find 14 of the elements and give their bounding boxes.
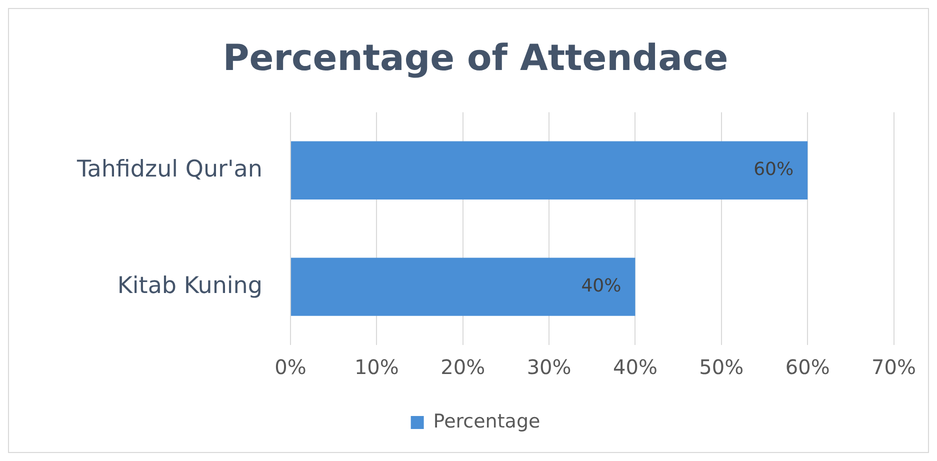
y-tick-label: Kitab Kuning bbox=[117, 272, 262, 299]
x-tick-label: 40% bbox=[612, 355, 658, 380]
x-tick-label: 60% bbox=[785, 355, 830, 380]
x-tick-label: 50% bbox=[699, 355, 744, 380]
chart-title: Percentage of Attendace bbox=[222, 38, 728, 79]
y-tick-label: Tahfidzul Qur'an bbox=[76, 156, 262, 182]
x-tick-label: 10% bbox=[354, 355, 399, 380]
x-tick-label: 30% bbox=[526, 355, 572, 380]
x-tick-label: 70% bbox=[872, 355, 916, 380]
data-label: 60% bbox=[754, 159, 794, 180]
data-label: 40% bbox=[581, 275, 622, 296]
x-tick-label: 20% bbox=[440, 355, 486, 380]
x-tick-label: 0% bbox=[274, 355, 306, 380]
legend-label: Percentage bbox=[433, 410, 540, 432]
